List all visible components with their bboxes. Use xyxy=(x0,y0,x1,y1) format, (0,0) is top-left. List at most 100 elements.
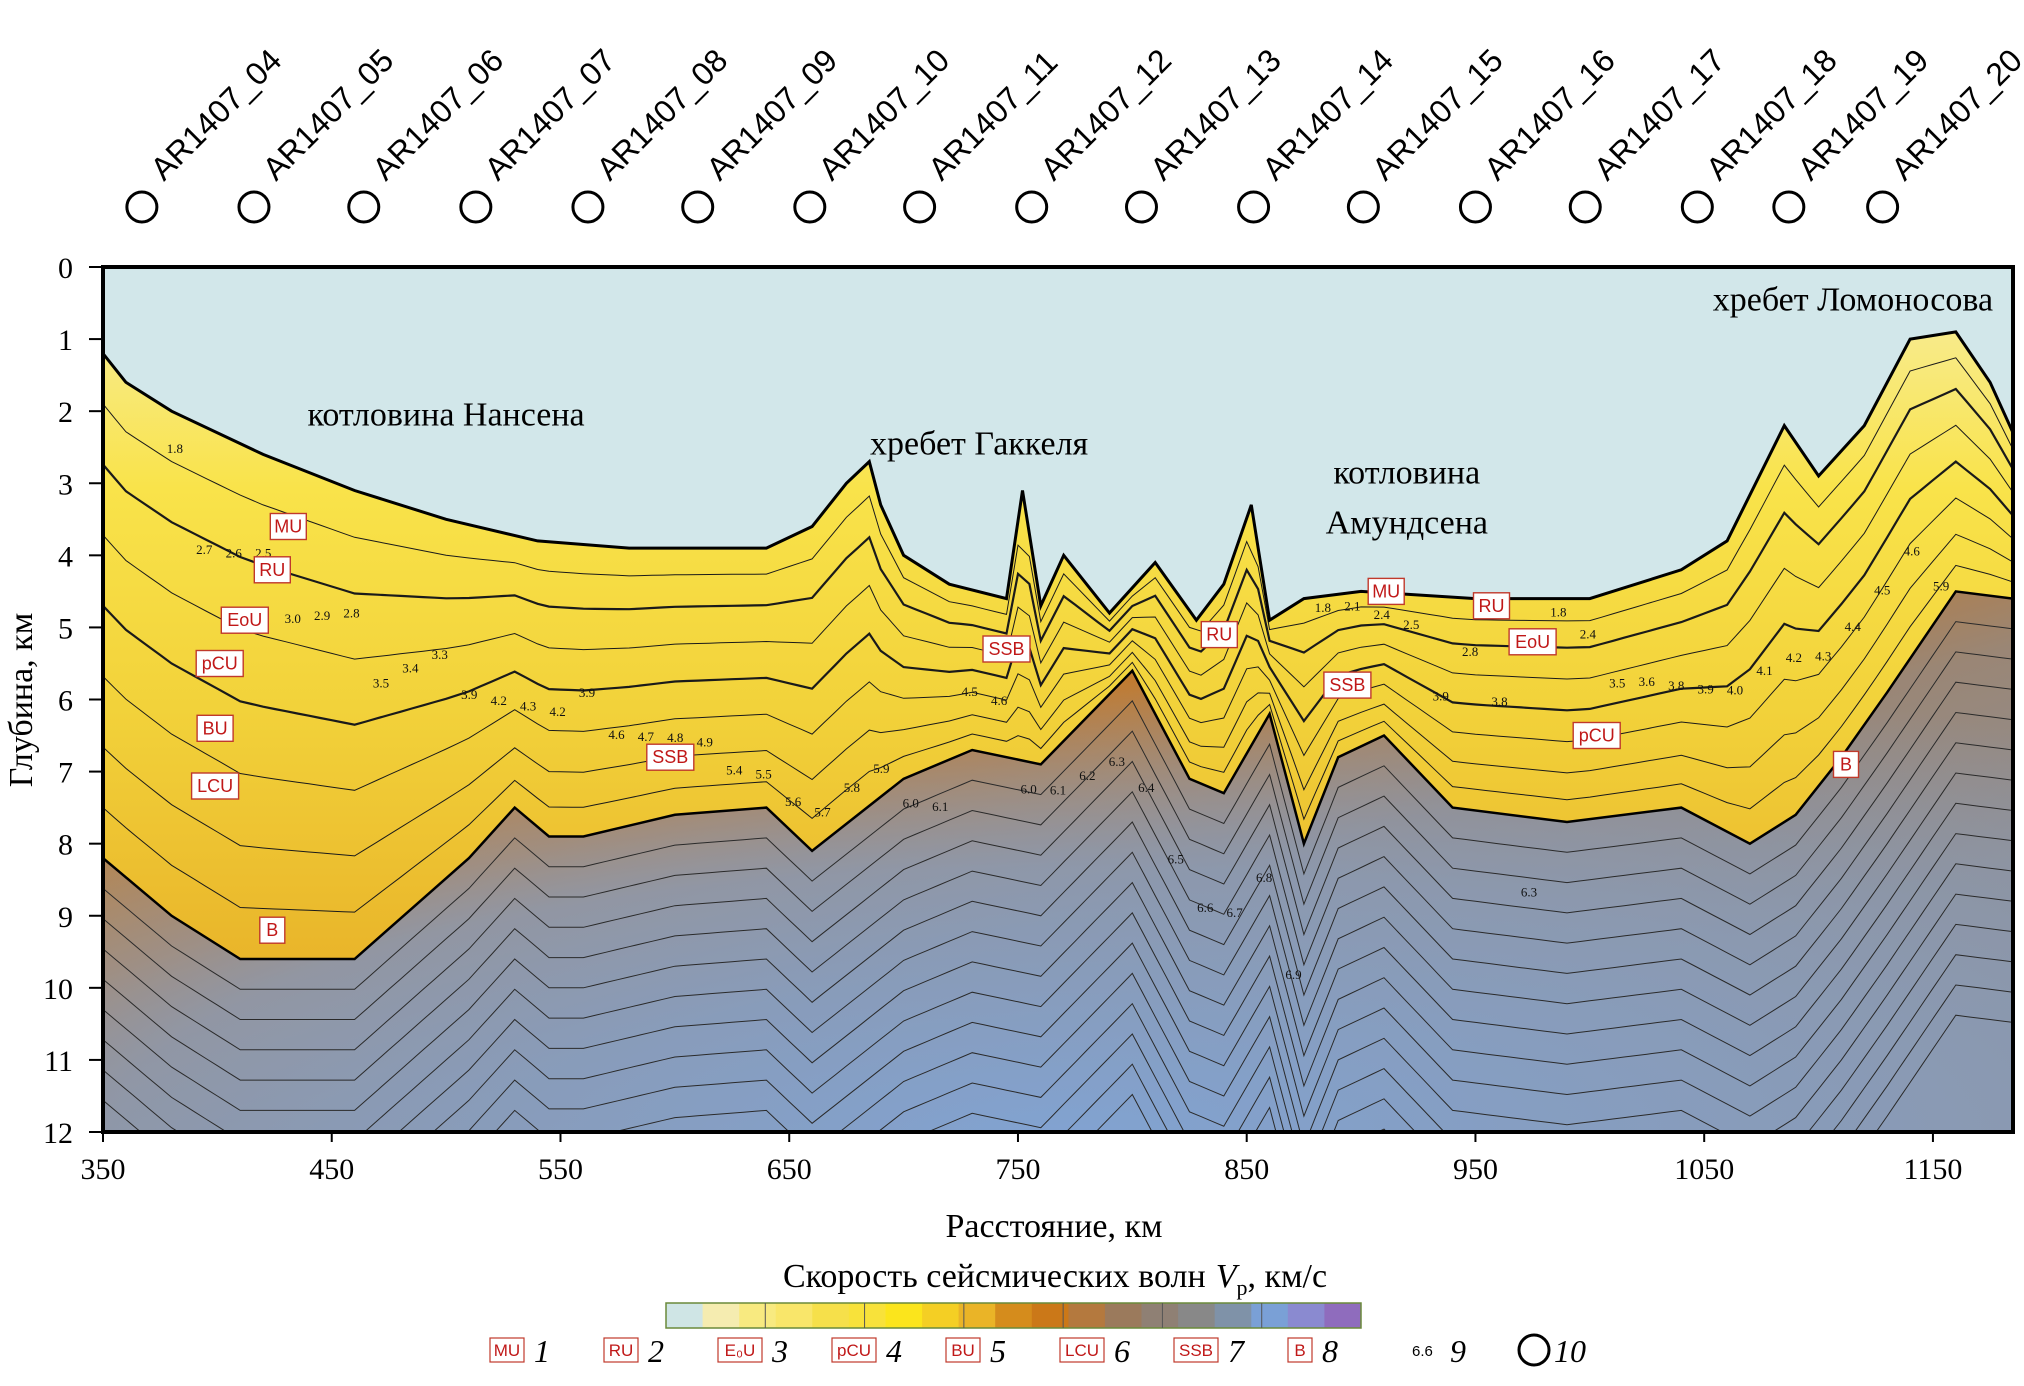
x-axis: 350 450 550 650 750 850 950 1050 1150 xyxy=(81,1132,1962,1186)
colorbar-segment xyxy=(702,1303,740,1328)
contour-label: 4.0 xyxy=(1727,683,1743,698)
station-circle-icon xyxy=(1866,190,1900,224)
legend-item: pCU 4 xyxy=(831,1333,902,1369)
contour-label: 3.5 xyxy=(373,676,389,691)
region-label: хребет Ломоносова xyxy=(1713,281,1993,318)
contour-label: 4.6 xyxy=(608,727,625,742)
colorbar-segment xyxy=(958,1303,996,1328)
colorbar-subscript: p xyxy=(1236,1275,1247,1300)
legend-item: RU 2 xyxy=(603,1333,664,1369)
x-tick-label: 1050 xyxy=(1674,1153,1734,1186)
horizon-label-text: pCU xyxy=(1579,726,1615,746)
y-tick-label: 5 xyxy=(58,612,73,645)
y-tick-label: 7 xyxy=(58,757,73,790)
legend-item: 10 xyxy=(1517,1333,1586,1369)
contour-label: 1.8 xyxy=(1550,604,1566,619)
contour-label: 3.3 xyxy=(432,647,448,662)
contour-label: 6.8 xyxy=(1256,870,1272,885)
horizon-label-box xyxy=(195,649,244,678)
horizon-label-box xyxy=(253,556,292,584)
legend-contour-sample: 6.6 xyxy=(1412,1343,1433,1360)
legend-swatch xyxy=(945,1337,981,1363)
sediment-contour xyxy=(103,564,2013,913)
contour-label: 2.7 xyxy=(196,542,213,557)
horizon-label-text: MU xyxy=(1372,581,1400,601)
horizon-label-box xyxy=(1508,628,1557,656)
y-tick-label: 8 xyxy=(58,829,73,862)
crust-contour xyxy=(103,711,2013,1081)
horizon-label-box xyxy=(190,772,240,800)
crust-high-velocity-zone xyxy=(103,591,2013,1132)
region-label: котловина xyxy=(1333,454,1480,491)
colorbar-segment xyxy=(922,1303,960,1328)
contour-label: 4.5 xyxy=(962,684,978,699)
station-circle-icon xyxy=(1346,190,1380,224)
station-circle-icon xyxy=(1568,190,1602,224)
basement-line xyxy=(103,590,2013,961)
colorbar-title: Скорость сейсмических волн Vp, км/с xyxy=(783,1258,1327,1300)
contour-label: 4.5 xyxy=(1874,583,1890,598)
y-tick-label: 11 xyxy=(44,1045,73,1078)
legend-abbr: SSB xyxy=(1179,1341,1213,1360)
region-label: котловина Нансена xyxy=(308,397,585,434)
crust-contour xyxy=(494,893,2013,1132)
legend-abbr: pCU xyxy=(837,1341,871,1360)
region-labels: котловина Нансена хребет Гаккеля котловина… xyxy=(308,281,1994,541)
horizon-label-box xyxy=(646,743,695,771)
legend-number: 2 xyxy=(648,1333,664,1369)
contour-label: 3.9 xyxy=(461,687,477,702)
crust-contour xyxy=(877,923,2013,1132)
colorbar-unit: , км/с xyxy=(1247,1258,1327,1295)
horizon-label: BU xyxy=(196,714,234,742)
colorbar-segment xyxy=(1141,1303,1179,1328)
colorbar-segment xyxy=(1214,1303,1252,1328)
horizon-label: RU xyxy=(1472,592,1511,620)
horizon-label-text: RU xyxy=(259,560,285,580)
legend-swatch xyxy=(1287,1337,1313,1363)
horizon-label-box xyxy=(1572,721,1621,750)
colorbar-frame xyxy=(665,1302,1362,1329)
contour-label: 5.5 xyxy=(755,766,771,781)
colorbar-segment xyxy=(995,1303,1033,1328)
contour-label: 3.0 xyxy=(285,611,301,626)
contour-label: 3.8 xyxy=(1491,694,1507,709)
contour-label: 2.9 xyxy=(314,608,330,623)
station-circle-icon xyxy=(571,190,605,224)
station-circle-icon xyxy=(681,190,715,224)
contour-label: 4.3 xyxy=(1815,649,1831,664)
station-circle-icon xyxy=(1680,190,1714,224)
legend-swatch xyxy=(717,1337,763,1363)
contour-label: 4.2 xyxy=(491,693,507,708)
legend-number: 9 xyxy=(1450,1333,1466,1369)
contour-label: 2.8 xyxy=(1462,644,1478,659)
x-tick-label: 750 xyxy=(995,1153,1040,1186)
contour-label: 3.6 xyxy=(1639,674,1656,689)
contour-label: 6.0 xyxy=(1020,782,1036,797)
y-tick-label: 0 xyxy=(58,252,73,285)
horizon-label-box xyxy=(1323,671,1372,699)
legend-swatch xyxy=(603,1337,639,1363)
horizon-label-box xyxy=(220,606,270,634)
legend-number: 7 xyxy=(1228,1333,1246,1369)
legend-swatch xyxy=(1059,1337,1105,1363)
legend-abbr: B xyxy=(1294,1341,1305,1360)
crust-contour xyxy=(103,621,2013,990)
station-circle-icon xyxy=(459,190,493,224)
crust-contour xyxy=(103,651,2013,1020)
horizon-label-text: MU xyxy=(274,517,302,537)
legend-abbr: E₀U xyxy=(725,1341,756,1360)
contour-label: 3.5 xyxy=(1609,675,1625,690)
crust-contour xyxy=(103,802,2013,1132)
colorbar-segment xyxy=(1324,1303,1362,1328)
y-tick-label: 10 xyxy=(43,973,73,1006)
horizon-label-box xyxy=(1200,620,1239,649)
x-tick-label: 550 xyxy=(538,1153,583,1186)
contour-label: 6.9 xyxy=(1285,967,1301,982)
horizon-label: pCU xyxy=(195,649,244,678)
contour-label: 4.8 xyxy=(667,730,683,745)
legend-number: 8 xyxy=(1322,1333,1338,1369)
y-tick-label: 12 xyxy=(43,1117,73,1150)
contour-label: 1.8 xyxy=(167,441,183,456)
